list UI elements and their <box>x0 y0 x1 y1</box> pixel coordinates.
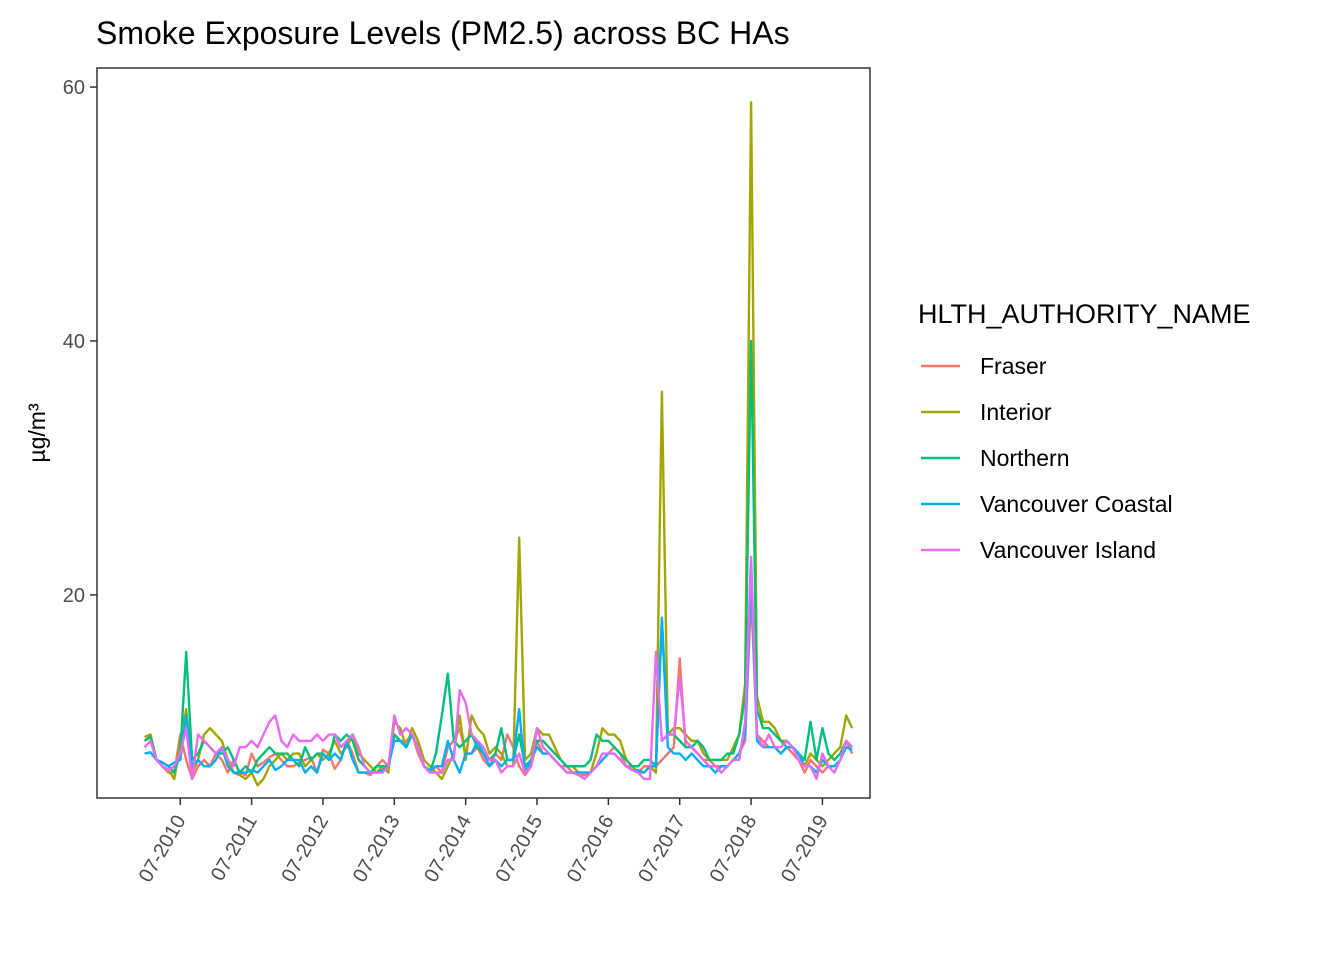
legend-label-vancouver-coastal: Vancouver Coastal <box>980 491 1173 517</box>
plot-panel-border <box>96 67 871 799</box>
y-tick-label: 60 <box>63 77 85 99</box>
y-tick-label: 20 <box>63 585 85 607</box>
legend-label-fraser: Fraser <box>980 353 1047 379</box>
series-line-northern <box>143 339 854 774</box>
legend-title: HLTH_AUTHORITY_NAME <box>918 299 1251 329</box>
y-tick-label: 40 <box>63 331 85 353</box>
plot-lines <box>143 101 854 787</box>
chart-title: Smoke Exposure Levels (PM2.5) across BC … <box>96 15 790 51</box>
y-axis: 20 40 60 <box>63 77 97 607</box>
y-axis-title: µg/m³ <box>24 403 50 463</box>
legend: HLTH_AUTHORITY_NAME Fraser Interior Northe… <box>918 299 1251 563</box>
legend-label-vancouver-island: Vancouver Island <box>980 537 1156 563</box>
legend-label-interior: Interior <box>980 399 1052 425</box>
series-line-interior <box>144 101 854 787</box>
legend-items: Fraser Interior Northern Vancouver Coastal V… <box>921 353 1173 563</box>
legend-label-northern: Northern <box>980 445 1069 471</box>
series-line-vancouver-island <box>143 555 854 781</box>
